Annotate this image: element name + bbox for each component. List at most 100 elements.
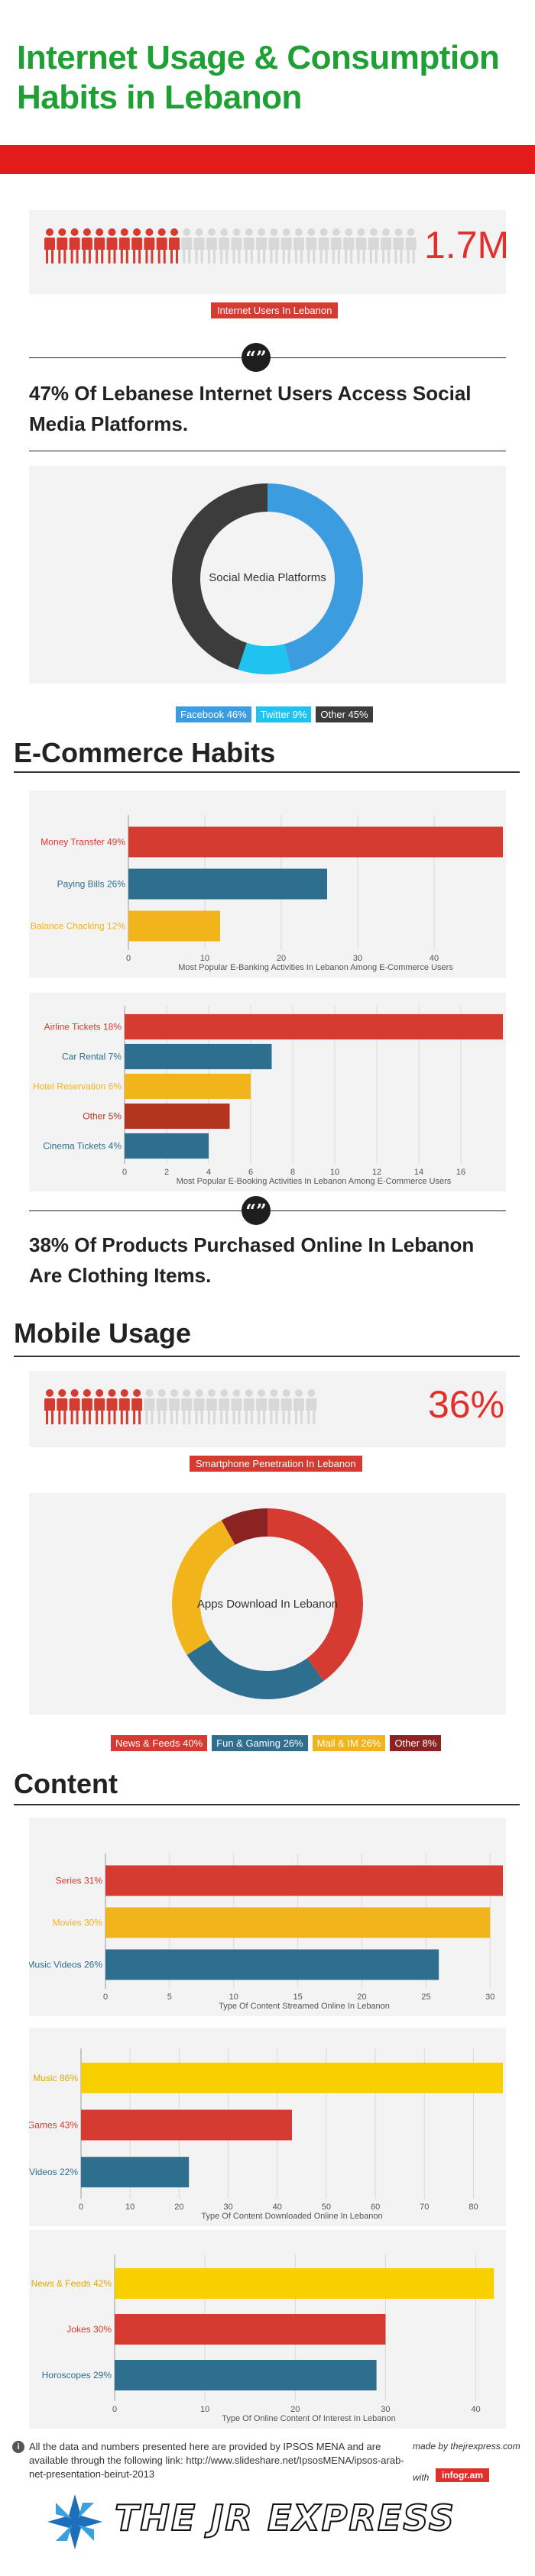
bar xyxy=(128,910,220,942)
legend-item: Other 45% xyxy=(316,706,373,722)
x-tick-label: 40 xyxy=(430,954,439,963)
person-icon xyxy=(106,228,118,263)
x-tick-label: 14 xyxy=(414,1168,423,1177)
x-tick-label: 20 xyxy=(174,2203,183,2212)
interest-bar-chart: 0 10 20 30 40 News & Feeds 42% Jokes 30% Horosc… xyxy=(31,2254,494,2423)
people-icons xyxy=(44,228,417,263)
bar xyxy=(81,2062,503,2093)
x-tick-label: 12 xyxy=(372,1168,381,1177)
bar-label: Car Rental 7% xyxy=(62,1052,122,1062)
person-icon xyxy=(44,1389,55,1424)
legend-item: Facebook 46% xyxy=(176,706,251,722)
source-note: All the data and numbers presented here … xyxy=(29,2441,404,2480)
x-axis-label: Most Popular E-Banking Activities In Leb… xyxy=(178,963,453,972)
info-icon: i xyxy=(12,2441,24,2453)
legend-item: Mail & IM 26% xyxy=(312,1735,386,1751)
x-axis-label: Most Popular E-Booking Activities In Leb… xyxy=(177,1177,452,1186)
x-axis-label: Type Of Content Streamed Online In Leban… xyxy=(219,2002,390,2011)
apps-legend: News & Feeds 40% Fun & Gaming 26% Mail & I… xyxy=(111,1735,442,1751)
jr-express-logo-icon xyxy=(47,2494,102,2549)
social-donut-label: Social Media Platforms xyxy=(209,571,326,584)
x-tick-label: 0 xyxy=(112,2405,117,2414)
bar-label: Other 5% xyxy=(83,1111,122,1122)
donut-slice-news-feeds xyxy=(268,1508,364,1682)
x-tick-label: 10 xyxy=(330,1168,339,1177)
donut-slice-twitter xyxy=(238,642,292,674)
bar xyxy=(105,1907,491,1938)
bar-label: News & Feeds 42% xyxy=(31,2278,112,2289)
bar xyxy=(81,2157,190,2188)
bar xyxy=(81,2109,292,2141)
donut-slice-other xyxy=(221,1508,268,1545)
with-text: with xyxy=(413,2472,430,2483)
person-icon xyxy=(169,228,180,263)
x-axis-label: Type Of Online Content Of Interest In Le… xyxy=(222,2414,395,2423)
legend-item: News & Feeds 40% xyxy=(111,1735,208,1751)
x-tick-label: 20 xyxy=(290,2405,300,2414)
donut-slice-mail-im xyxy=(172,1520,235,1655)
streamed-bar-chart: 0 5 10 15 20 25 30 Series 31% Movies 30% Music Vi… xyxy=(29,1854,503,2011)
person-icon xyxy=(156,1389,167,1424)
smartphone-value: 36% xyxy=(428,1383,505,1426)
person-icon xyxy=(368,228,379,263)
internet-users-value: 1.7M xyxy=(424,224,510,267)
x-tick-label: 6 xyxy=(248,1168,253,1177)
bar xyxy=(105,1865,503,1896)
person-icon xyxy=(81,228,92,263)
section-title-mobile: Mobile Usage xyxy=(14,1317,192,1349)
x-tick-label: 5 xyxy=(167,1993,172,2002)
social-legend: Facebook 46% Twitter 9% Other 45% xyxy=(176,706,373,722)
person-icon xyxy=(181,228,193,263)
bar xyxy=(125,1073,251,1100)
person-icon xyxy=(330,228,342,263)
x-tick-label: 30 xyxy=(381,2405,390,2414)
person-icon xyxy=(131,228,143,263)
person-icon xyxy=(343,228,355,263)
made-by-link[interactable]: made by thejrexpress.com xyxy=(413,2441,520,2452)
x-tick-label: 10 xyxy=(229,1993,238,2002)
bar xyxy=(125,1103,230,1130)
bar xyxy=(115,2268,494,2299)
person-icon xyxy=(44,228,55,263)
x-tick-label: 25 xyxy=(421,1993,430,2002)
social-statement: 47% Of Lebanese Internet Users Access So… xyxy=(29,382,472,435)
x-tick-label: 0 xyxy=(122,1168,127,1177)
person-icon xyxy=(57,1389,68,1424)
person-icon xyxy=(306,1389,317,1424)
x-tick-label: 70 xyxy=(420,2203,429,2212)
person-icon xyxy=(268,1389,280,1424)
section-underline xyxy=(14,1804,520,1805)
bar xyxy=(125,1013,503,1040)
x-tick-label: 10 xyxy=(200,954,209,963)
person-icon xyxy=(231,228,242,263)
bar xyxy=(115,2314,386,2345)
quote-icon: “” xyxy=(242,1196,271,1225)
bar-label: Cinema Tickets 4% xyxy=(43,1141,122,1152)
x-tick-label: 15 xyxy=(293,1993,302,2002)
x-tick-label: 50 xyxy=(322,2203,331,2212)
x-tick-label: 80 xyxy=(469,2203,478,2212)
person-icon xyxy=(318,228,329,263)
bar xyxy=(115,2360,377,2390)
person-icon xyxy=(256,1389,268,1424)
x-tick-label: 20 xyxy=(277,954,286,963)
person-icon xyxy=(169,1389,180,1424)
person-icon xyxy=(219,228,230,263)
bar xyxy=(125,1133,209,1159)
people-icons xyxy=(44,1389,317,1424)
x-tick-label: 40 xyxy=(273,2203,282,2212)
apps-donut-label: Apps Download In Lebanon xyxy=(196,1598,339,1611)
donut-slice-facebook xyxy=(268,483,364,672)
x-tick-label: 30 xyxy=(223,2203,232,2212)
x-tick-label: 2 xyxy=(164,1168,169,1177)
x-tick-label: 30 xyxy=(485,1993,494,2002)
person-icon xyxy=(206,228,217,263)
person-icon xyxy=(118,228,130,263)
internet-users-label: Internet Users In Lebanon xyxy=(211,302,339,318)
person-icon xyxy=(193,1389,205,1424)
person-icon xyxy=(293,1389,304,1424)
infographic-title: Internet Usage & Consumption Habits in L… xyxy=(17,39,500,116)
infogram-logo[interactable]: infogr.am xyxy=(436,2468,490,2482)
bar-label: Horoscopes 29% xyxy=(42,2370,112,2380)
legend-item: Twitter 9% xyxy=(255,706,312,722)
